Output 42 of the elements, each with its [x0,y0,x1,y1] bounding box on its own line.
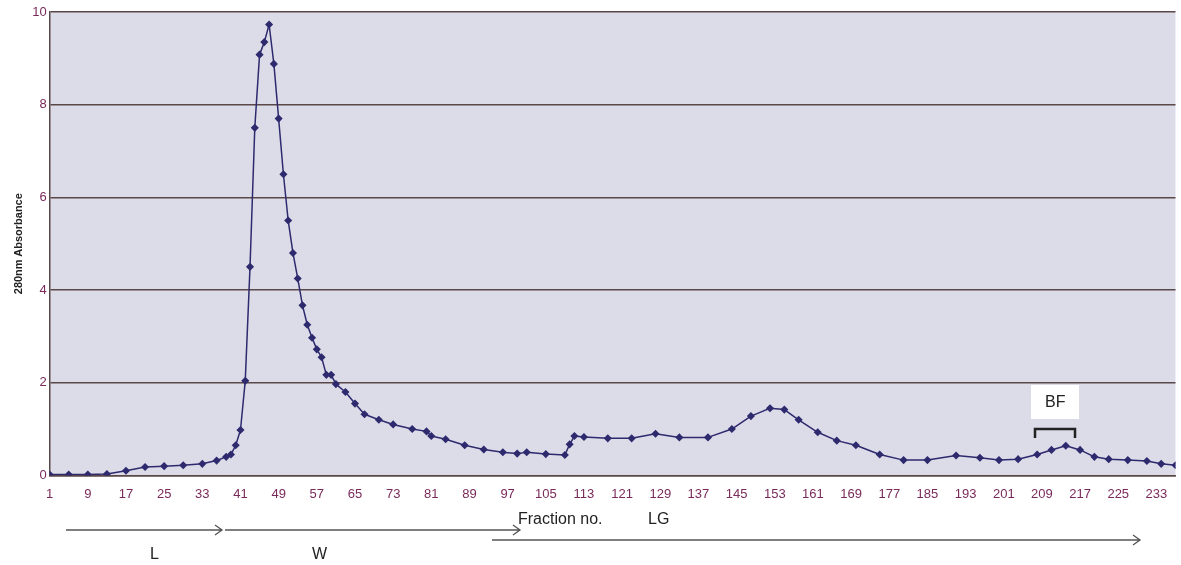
x-tick-label: 161 [802,485,824,501]
x-tick-label: 65 [347,485,363,501]
text: LG [648,510,670,528]
x-tick-label: 193 [954,485,977,501]
y-tick-label: 10 [32,3,47,19]
x-tick-label: 201 [992,485,1015,501]
x-tick-label: 185 [916,485,939,501]
x-tick-label: 73 [385,485,401,501]
x-tick-label: 169 [840,485,862,501]
x-tick-label: 81 [424,485,439,501]
x-tick-label: 129 [649,485,672,501]
x-tick-label: 233 [1145,485,1168,501]
y-tick-label: 0 [39,466,47,482]
x-tick-label: 25 [156,485,172,501]
x-tick-label: 209 [1031,485,1053,501]
x-tick-label: 97 [500,485,515,501]
y-tick-label: 4 [39,281,47,297]
x-axis-title: Fraction no. [518,510,603,528]
x-tick-label: 217 [1069,485,1091,501]
y-tick-label: 8 [39,96,47,112]
x-tick-label: 1 [46,485,54,501]
x-tick-label: 89 [462,485,477,501]
x-tick-label: 9 [84,485,92,501]
x-tick-label: 33 [195,485,210,501]
annotation: BF [1031,385,1080,419]
x-tick-label: 225 [1107,485,1130,501]
x-tick-label: 153 [763,485,786,501]
x-tick-label: 177 [878,485,901,501]
x-tick-label: 57 [309,485,325,501]
x-tick-label: 105 [534,485,557,501]
y-tick-label: 2 [39,374,47,390]
text: L [150,545,159,563]
y-tick-label: 6 [39,188,47,204]
y-axis-title: 280nm Absorbance [11,193,24,295]
x-tick-label: 137 [687,485,710,501]
x-tick-label: 49 [271,485,286,501]
x-tick-label: 121 [611,485,633,501]
x-tick-label: 41 [233,485,248,501]
x-tick-label: 17 [118,485,134,501]
text: W [312,545,328,563]
x-tick-label: 113 [573,485,595,501]
x-tick-label: 145 [725,485,748,501]
